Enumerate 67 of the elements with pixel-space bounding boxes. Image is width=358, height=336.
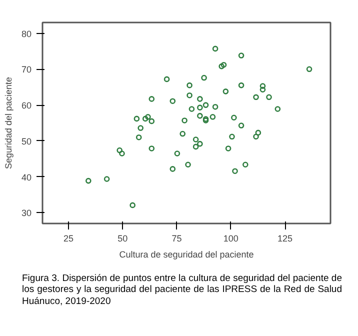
x-tick-label: 75 (172, 234, 182, 244)
point (182, 118, 188, 124)
point (242, 162, 248, 168)
point (238, 52, 244, 58)
point (104, 176, 110, 182)
point (186, 82, 192, 88)
point (116, 147, 122, 154)
x-tick-label: 125 (278, 234, 293, 244)
point (201, 74, 207, 81)
point (220, 62, 227, 68)
point (238, 122, 244, 128)
point (218, 63, 224, 70)
point (148, 96, 155, 102)
point (186, 92, 192, 98)
point (225, 146, 232, 152)
point (86, 178, 92, 184)
point (210, 114, 216, 120)
x-tick-label: 100 (223, 234, 238, 244)
y-tick-label: 80 (21, 28, 32, 39)
point (192, 136, 199, 142)
point (119, 150, 125, 156)
y-axis-title: Seguridad del paciente (3, 76, 14, 170)
point (164, 76, 170, 82)
point (197, 96, 203, 102)
point (212, 104, 218, 110)
point (255, 130, 262, 136)
point (185, 162, 191, 168)
point (202, 102, 209, 108)
point (274, 106, 281, 112)
x-tick-label: 25 (63, 234, 74, 244)
point (260, 83, 266, 89)
point (170, 98, 176, 104)
x-tick-label: 50 (118, 234, 128, 244)
y-tick-label: 50 (21, 136, 32, 146)
y-tick-label: 60 (21, 100, 32, 111)
point (148, 118, 155, 124)
point (232, 168, 238, 174)
point (260, 86, 266, 93)
point (142, 116, 148, 122)
point (134, 116, 140, 122)
point (212, 46, 218, 52)
y-tick-label: 70 (21, 64, 32, 75)
point (253, 94, 259, 100)
point (266, 94, 272, 100)
point (148, 146, 155, 152)
point (174, 150, 180, 156)
text: Figura 3. Dispersión de puntos entre la cultura de seguridad del paciente de los gestores y la seguridad del paciente de las IPRESS de la Red de Salud Huánuco, 2019-2020 (22, 273, 342, 308)
point (306, 66, 312, 72)
point (222, 88, 229, 94)
point (197, 104, 203, 110)
point (180, 130, 186, 137)
point (145, 114, 151, 120)
point (192, 144, 199, 150)
y-tick-label: 30 (21, 208, 32, 218)
x-axis-title: Cultura de seguridad del paciente (119, 250, 254, 260)
point (231, 114, 237, 121)
point (197, 140, 203, 147)
point (136, 134, 142, 140)
y-tick-label: 40 (21, 172, 32, 182)
point (130, 202, 136, 208)
point (229, 134, 235, 140)
point (253, 134, 259, 140)
point (188, 106, 195, 112)
point (197, 112, 203, 119)
point (238, 82, 244, 88)
point (170, 166, 176, 172)
point (138, 125, 144, 131)
